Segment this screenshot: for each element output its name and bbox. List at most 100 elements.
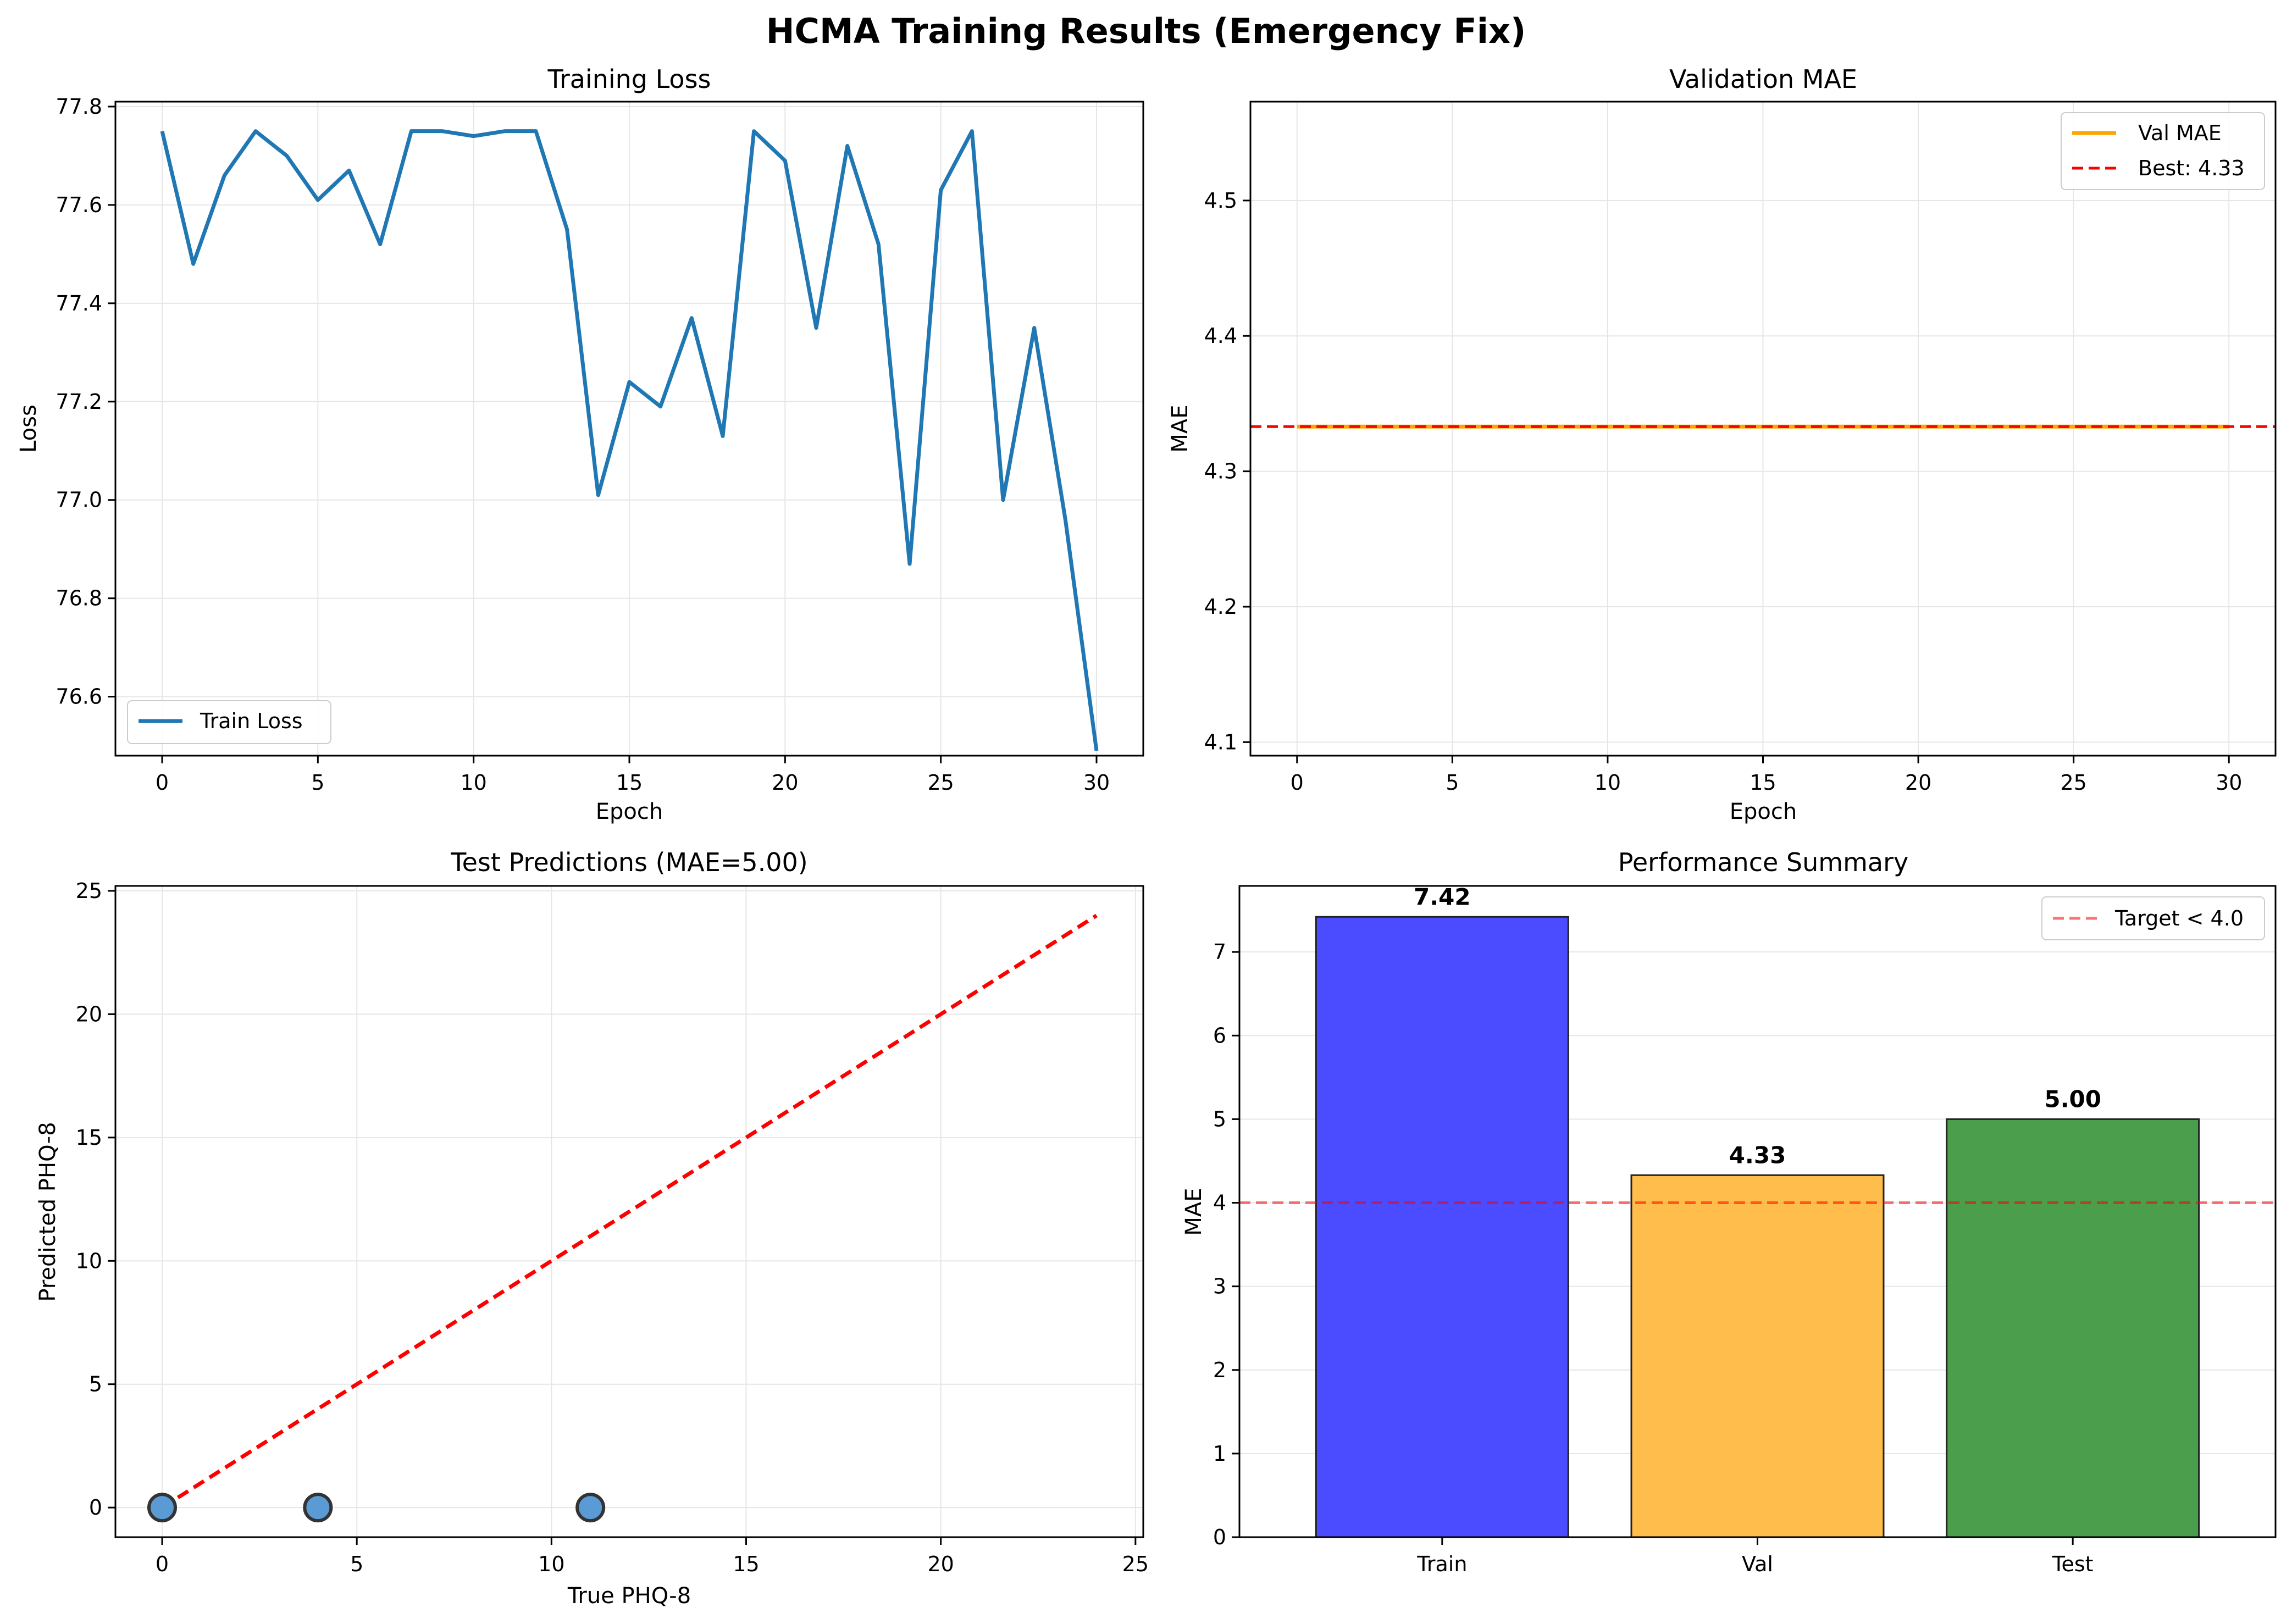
test-predictions-y-ticks: 0 5 10 15 20 25 [76,879,115,1520]
x-tick-label: 10 [538,1552,564,1576]
performance-summary-title: Performance Summary [1618,847,1908,877]
y-tick-label: 7 [1213,940,1226,964]
validation-mae-grid [1250,102,2276,756]
y-tick-label: 3 [1213,1274,1226,1299]
x-tick-label: 5 [311,771,324,795]
x-tick-label: 10 [1595,771,1621,795]
validation-mae-y-ticks: 4.1 4.2 4.3 4.4 4.5 [1204,189,1250,754]
x-tick-label: 25 [1122,1552,1149,1576]
training-loss-panel: Training Loss 0 5 10 15 20 25 30 76.676.877.07… [16,64,1144,824]
validation-mae-legend: Val MAE Best: 4.33 [2061,112,2265,190]
training-loss-x-label: Epoch [596,799,663,824]
y-tick-label: 10 [76,1249,102,1273]
y-tick-label: 2 [1213,1358,1226,1382]
training-loss-legend-box [127,700,331,744]
y-tick-label: 4.1 [1204,730,1237,754]
x-tick-label: 15 [733,1552,759,1576]
x-tick-label: 0 [156,771,169,795]
scatter-point [303,1493,333,1523]
y-tick-label: 25 [76,879,102,903]
training-loss-title: Training Loss [547,64,711,94]
training-loss-x-ticks: 0 5 10 15 20 25 30 [156,756,1110,795]
y-tick-label: 77.8 [56,95,102,119]
bar-value-label-val: 4.33 [1729,1141,1786,1168]
y-tick-label: 4.4 [1204,324,1237,348]
y-tick-label: 20 [76,1002,102,1026]
y-tick-label: 76.8 [56,586,102,611]
test-predictions-panel: Test Predictions (MAE=5.00) 0 5 10 15 20 25 0… [35,847,1149,1609]
y-tick-label: 4.2 [1204,595,1237,619]
y-tick-label: 5 [89,1372,102,1396]
x-tick-label: 0 [156,1552,169,1576]
y-tick-label: 15 [76,1126,102,1150]
training-loss-legend: Train Loss [127,700,331,744]
x-tick-label: 20 [772,771,798,795]
x-tick-label: Train [1416,1552,1467,1576]
x-tick-label: 15 [1750,771,1776,795]
x-tick-label: 10 [460,771,486,795]
y-tick-label: 77.2 [56,390,102,414]
x-tick-label: 15 [616,771,643,795]
x-tick-label: 25 [2060,771,2086,795]
test-predictions-grid [115,886,1143,1537]
test-predictions-y-label: Predicted PHQ-8 [35,1122,60,1301]
bar-value-label-train: 7.42 [1414,883,1471,910]
legend-label-best: Best: 4.33 [2138,156,2245,180]
y-tick-label: 76.6 [56,685,102,709]
performance-summary-x-ticks: Train Val Test [1416,1537,2094,1576]
validation-mae-x-label: Epoch [1730,799,1797,824]
x-tick-label: 20 [927,1552,954,1576]
x-tick-label: 30 [1083,771,1110,795]
bar-test [1946,1118,2200,1538]
test-predictions-x-ticks: 0 5 10 15 20 25 [156,1537,1149,1576]
validation-mae-title: Validation MAE [1669,64,1857,94]
y-tick-label: 4.3 [1204,459,1237,484]
x-tick-label: Val [1742,1552,1773,1576]
y-tick-label: 77.0 [56,488,102,512]
y-tick-label: 4.5 [1204,189,1237,213]
training-loss-y-ticks: 76.6 76.8 77.0 77.2 77.4 77.6 77.8 [56,95,115,709]
legend-label-train-loss: Train Loss [200,709,303,733]
x-tick-label: 0 [1291,771,1304,795]
identity-reference-line [161,913,1098,1510]
test-predictions-plot [147,913,1098,1523]
performance-summary-legend-box [2041,896,2265,940]
y-tick-label: 0 [89,1495,102,1520]
y-tick-label: 1 [1213,1442,1226,1466]
validation-mae-panel: Validation MAE 0 5 10 15 20 25 30 4.1 4.2 4.3 4.4… [1167,64,2277,824]
validation-mae-x-ticks: 0 5 10 15 20 25 30 [1291,756,2242,795]
test-predictions-title: Test Predictions (MAE=5.00) [450,847,807,877]
x-tick-label: Test [2052,1552,2094,1576]
legend-label-val-mae: Val MAE [2138,121,2222,145]
test-predictions-frame [114,885,1144,1538]
legend-label-target: Target < 4.0 [2114,906,2244,930]
performance-summary-y-ticks: 0 1 2 3 4 5 6 7 [1213,940,1239,1549]
performance-summary-plot: 7.42 4.33 5.00 [1239,883,2276,1538]
y-tick-label: 77.4 [56,291,102,315]
scatter-point [575,1493,606,1523]
figure-title: HCMA Training Results (Emergency Fix) [766,11,1526,51]
x-tick-label: 5 [350,1552,363,1576]
x-tick-label: 25 [927,771,954,795]
scatter-point [147,1493,177,1523]
bar-val [1630,1174,1885,1538]
performance-summary-panel: Performance Summary 7.42 4.33 5.00 Train Va… [1181,847,2277,1576]
x-tick-label: 5 [1446,771,1459,795]
train-loss-line [160,129,1099,751]
test-predictions-x-label: True PHQ-8 [567,1583,691,1609]
performance-summary-y-label: MAE [1181,1188,1206,1235]
validation-mae-y-label: MAE [1167,404,1193,452]
x-tick-label: 20 [1905,771,1931,795]
y-tick-label: 4 [1213,1191,1226,1215]
training-loss-y-label: Loss [16,404,41,453]
x-tick-label: 30 [2216,771,2242,795]
bar-train [1315,916,1569,1538]
y-tick-label: 5 [1213,1107,1226,1131]
training-loss-plot [160,129,1099,751]
performance-summary-legend: Target < 4.0 [2041,896,2265,940]
y-tick-label: 6 [1213,1023,1226,1047]
y-tick-label: 77.6 [56,193,102,217]
y-tick-label: 0 [1213,1525,1226,1549]
